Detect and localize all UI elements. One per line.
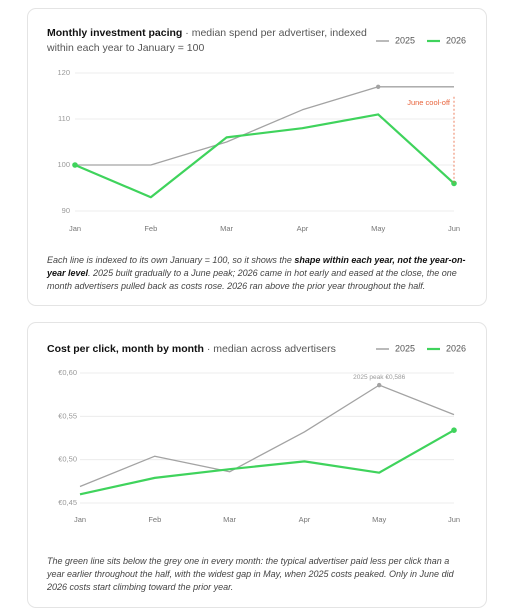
x-tick-label: Feb — [148, 515, 161, 524]
series-point — [377, 382, 382, 388]
series-point — [451, 427, 457, 434]
legend-label: 2026 — [446, 343, 466, 353]
x-tick-label: Apr — [299, 515, 311, 524]
x-tick-label: Jan — [69, 224, 81, 233]
note-text: . 2025 built gradually to a June peak; 2… — [47, 268, 457, 291]
annotation: 2025 peak €0,586 — [353, 374, 405, 381]
legend-label: 2026 — [446, 35, 466, 45]
annotation: June cool-off — [407, 98, 451, 107]
y-tick-label: 120 — [57, 68, 70, 77]
chart-subtitle: · median spend per advertiser, indexed w… — [47, 27, 367, 54]
series-point — [451, 180, 457, 187]
x-tick-label: May — [372, 515, 386, 524]
series-line — [75, 86, 454, 166]
series-point — [376, 84, 381, 90]
chart-note: The green line sits below the grey one i… — [47, 556, 454, 592]
x-tick-label: Apr — [297, 224, 309, 233]
card — [27, 8, 487, 306]
card — [27, 322, 487, 608]
series-line — [79, 429, 455, 496]
legend-label: 2025 — [395, 35, 415, 45]
series-line — [79, 384, 455, 488]
series-line — [74, 113, 455, 199]
chart-subtitle: · median across advertisers — [206, 343, 336, 355]
note-text: Each line is indexed to its own January … — [47, 255, 295, 265]
x-tick-label: Jun — [448, 224, 460, 233]
y-tick-label: €0,55 — [58, 411, 77, 420]
chart-title: Cost per click, month by month — [47, 343, 204, 355]
x-tick-label: Jan — [74, 515, 86, 524]
y-tick-label: 100 — [57, 160, 70, 169]
x-tick-label: Feb — [144, 224, 157, 233]
y-tick-label: €0,60 — [58, 368, 77, 377]
y-tick-label: 90 — [62, 206, 70, 215]
y-tick-label: €0,50 — [58, 455, 77, 464]
y-tick-label: €0,45 — [58, 498, 77, 507]
chart-heading: Monthly investment pacing · median spend… — [47, 26, 372, 56]
y-tick-label: 110 — [58, 114, 70, 123]
x-tick-label: Mar — [220, 224, 233, 233]
note-emphasis: shape within each year, not the year-on-… — [47, 255, 466, 278]
x-tick-label: Mar — [223, 515, 236, 524]
series-point — [72, 162, 78, 168]
chart-heading: Cost per click, month by month · median … — [47, 342, 347, 357]
legend-label: 2025 — [395, 343, 415, 353]
chart-note: Each line is indexed to its own January … — [47, 254, 469, 293]
chart-title: Monthly investment pacing — [47, 27, 183, 39]
x-tick-label: Jun — [448, 515, 460, 524]
x-tick-label: May — [371, 224, 385, 233]
